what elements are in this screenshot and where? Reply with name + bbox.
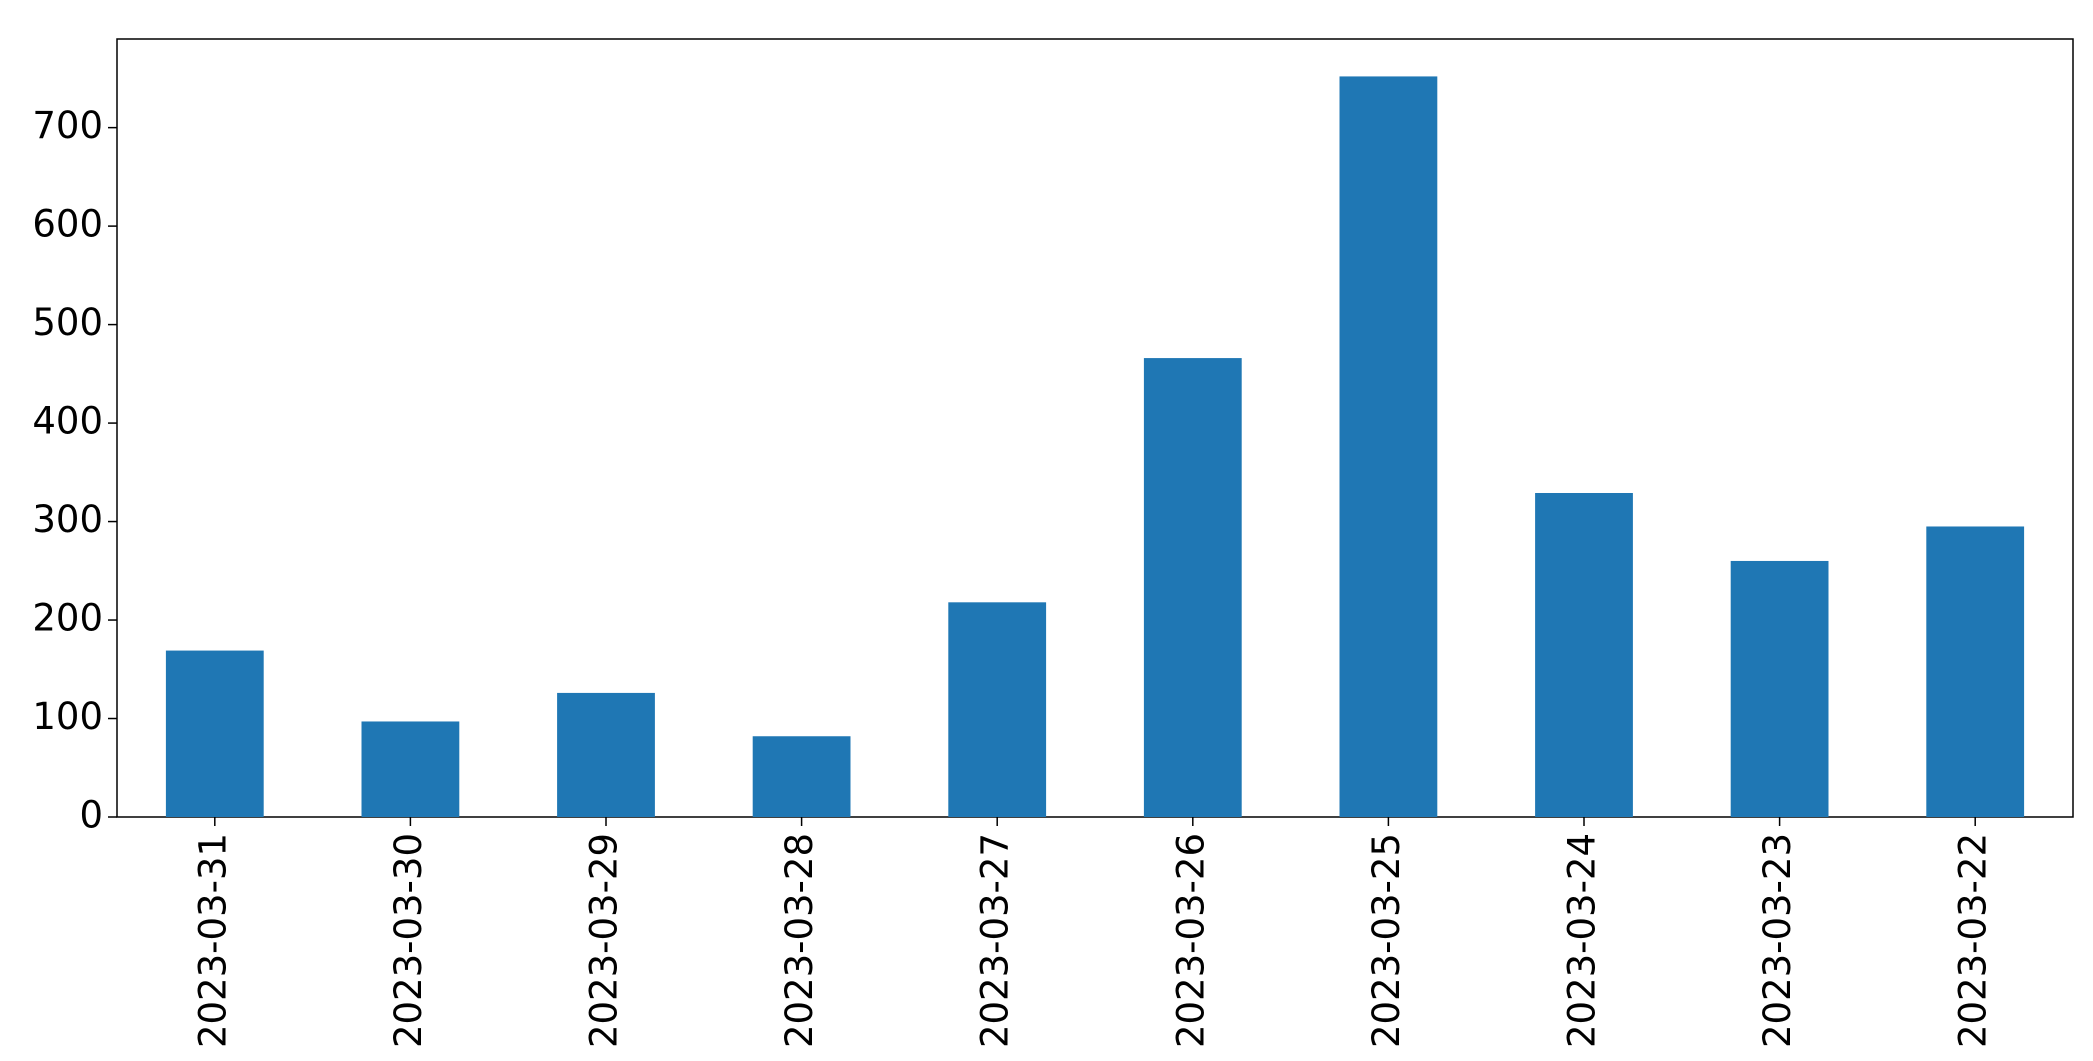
y-tick-label: 400: [32, 400, 103, 443]
x-tick-label: 2023-03-22: [1952, 833, 1995, 1048]
bar: [948, 602, 1047, 817]
y-tick-label: 300: [32, 498, 103, 541]
y-tick-label: 100: [32, 695, 103, 738]
x-tick-label: 2023-03-24: [1561, 833, 1604, 1048]
x-tick-label: 2023-03-23: [1756, 833, 1799, 1048]
x-tick-label: 2023-03-25: [1365, 833, 1408, 1048]
bar: [752, 736, 851, 817]
x-tick-label: 2023-03-27: [974, 833, 1017, 1048]
y-tick-label: 200: [32, 597, 103, 640]
bar: [1926, 526, 2025, 817]
bar: [1339, 76, 1438, 817]
x-tick-label: 2023-03-26: [1169, 833, 1212, 1048]
bar: [1143, 358, 1242, 817]
y-tick-label: 600: [32, 203, 103, 246]
y-tick-label: 0: [79, 794, 103, 837]
x-tick-label: 2023-03-29: [583, 833, 626, 1048]
y-tick-label: 500: [32, 301, 103, 344]
bar: [557, 692, 655, 817]
y-tick-label: 700: [32, 104, 103, 147]
x-tick-label: 2023-03-28: [778, 833, 821, 1048]
bar: [1730, 560, 1829, 817]
x-tick-label: 2023-03-30: [387, 833, 430, 1048]
bar: [165, 650, 264, 817]
plot-frame: [116, 38, 2074, 818]
bar: [1535, 492, 1633, 817]
bar: [361, 721, 460, 817]
x-tick-label: 2023-03-31: [191, 833, 234, 1048]
